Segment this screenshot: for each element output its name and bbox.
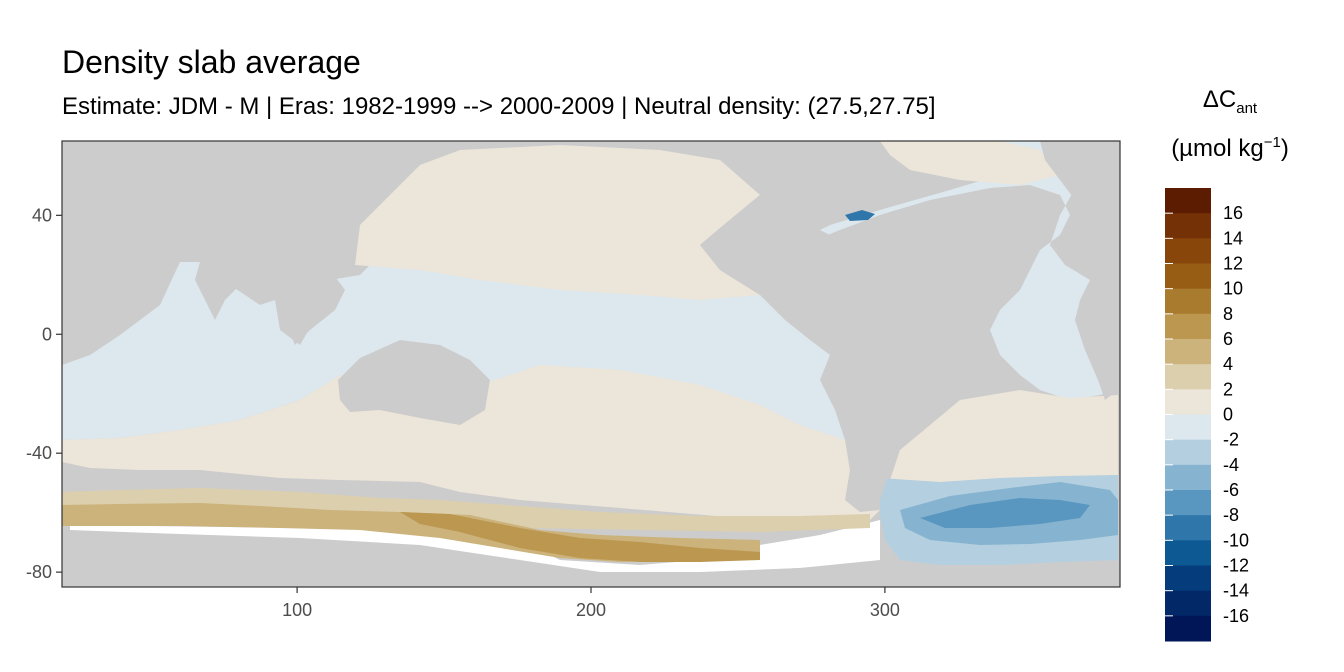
legend-bin: [1165, 188, 1211, 214]
legend-bin: [1165, 389, 1211, 415]
y-tick-label: 40: [32, 205, 52, 225]
legend-bin: [1165, 238, 1211, 264]
land-antarctica: [62, 540, 1118, 587]
legend-bin: [1165, 213, 1211, 239]
x-axis: 100 200 300: [282, 587, 900, 620]
legend-units-close: ): [1280, 135, 1289, 162]
legend-label: -16: [1223, 606, 1249, 626]
legend-title-main: ΔC: [1202, 86, 1237, 113]
legend-label: -10: [1223, 530, 1249, 550]
legend-bin: [1165, 414, 1211, 441]
map-panel: [62, 141, 1120, 587]
ocean-south-pacific-beige: [62, 365, 880, 520]
land-west-africa: [1075, 270, 1118, 400]
x-tick-label: 200: [576, 600, 606, 620]
legend-bin: [1165, 490, 1211, 516]
x-tick-label: 100: [282, 600, 312, 620]
ocean-north-atlantic-light-blue: [790, 141, 1118, 400]
legend-bin: [1165, 288, 1211, 315]
map-subtitle: Estimate: JDM - M | Eras: 1982-1999 --> …: [62, 93, 936, 120]
legend-units: (µmol kg−1): [1150, 134, 1310, 163]
legend-label: 12: [1223, 254, 1243, 274]
legend-label: 0: [1223, 405, 1233, 425]
land-asia-indonesia: [270, 265, 345, 345]
land-australia: [338, 340, 490, 425]
land-south-america: [820, 285, 975, 510]
legend-label: -8: [1223, 505, 1239, 525]
legend-label: -2: [1223, 430, 1239, 450]
legend-bin: [1165, 540, 1211, 566]
land-madagascar-india: [195, 250, 240, 320]
ocean-south-atlantic-dark-blue: [920, 498, 1090, 528]
legend-label: 6: [1223, 329, 1233, 349]
legend-bin: [1165, 565, 1211, 592]
legend-bin: [1165, 263, 1211, 290]
antarctic-no-data: [70, 520, 880, 572]
legend-bin: [1165, 615, 1211, 642]
legend-label: -6: [1223, 480, 1239, 500]
legend-label: 4: [1223, 354, 1233, 374]
legend-label: 16: [1223, 203, 1243, 223]
legend-label: -14: [1223, 581, 1249, 601]
legend-label: -4: [1223, 455, 1239, 475]
legend-bin: [1165, 464, 1211, 491]
legend-colorbar: 16 14 12 10 8 6 4 2 0 -2 -4 -6 -8 -10 -12 -14 -16: [1165, 188, 1249, 642]
legend-label: 14: [1223, 228, 1243, 248]
ocean-gulfstream-dark-blue: [845, 210, 875, 221]
legend-label: 8: [1223, 304, 1233, 324]
legend-label: 10: [1223, 279, 1243, 299]
legend-label: 2: [1223, 379, 1233, 399]
legend-label: -12: [1223, 556, 1249, 576]
legend-bin: [1165, 364, 1211, 390]
land-greenland-europe: [1040, 141, 1118, 265]
ocean-north-atlantic-beige: [880, 141, 1060, 185]
map-title: Density slab average: [62, 44, 361, 80]
legend-bin: [1165, 439, 1211, 466]
legend-units-main: (µmol kg: [1171, 135, 1264, 162]
legend-title-sub: ant: [1236, 99, 1258, 117]
legend-bin: [1165, 339, 1211, 365]
y-tick-label: -80: [26, 562, 52, 582]
land-north-america: [700, 141, 880, 300]
legend-bin: [1165, 313, 1211, 340]
legend-title: ΔCant: [1150, 86, 1310, 117]
ocean-south-atlantic-beige: [890, 390, 1118, 485]
legend-units-sup: −1: [1263, 134, 1281, 151]
land-africa: [62, 141, 450, 268]
x-tick-label: 300: [870, 600, 900, 620]
ocean-north-pacific-beige: [355, 145, 760, 300]
y-tick-label: 0: [42, 324, 52, 344]
legend-bin: [1165, 515, 1211, 541]
ocean-southern-brown-patch: [400, 512, 760, 562]
y-axis: 40 0 -40 -80: [26, 205, 62, 582]
y-tick-label: -40: [26, 443, 52, 463]
legend-bin: [1165, 590, 1211, 617]
